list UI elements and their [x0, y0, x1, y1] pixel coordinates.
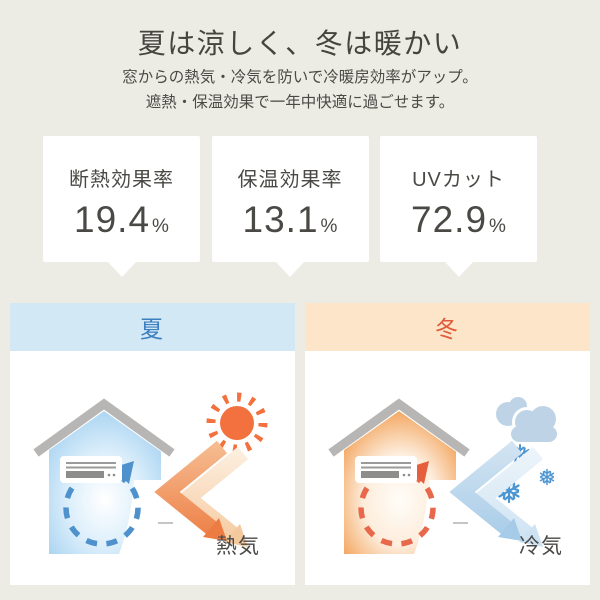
cold-label: 冷気 [519, 535, 563, 558]
ac-unit-icon [355, 456, 417, 483]
winter-illustration: 冷気 [305, 351, 590, 585]
stat-label: 保温効果率 [237, 169, 343, 191]
cold-bounce-arrow-icon [449, 440, 544, 547]
stat-unit: % [320, 216, 338, 237]
curtain [119, 480, 161, 554]
stat-label: 断熱効果率 [69, 169, 174, 191]
panel-summer: 夏 [10, 303, 295, 585]
page-title: 夏は涼しく、冬は暖かい [137, 28, 463, 59]
stat-value-row: 13.1% [243, 199, 338, 241]
panel-title-winter: 冬 [435, 316, 460, 342]
panel-header-summer: 夏 [10, 303, 295, 351]
heat-label: 熱気 [216, 535, 260, 558]
subtitle: 窓からの熱気・冷気を防いで冷暖房効率がアップ。 遮熱・保温効果で一年中快適に過ご… [0, 65, 600, 115]
panel-winter: 冬 [305, 303, 590, 585]
card-pointer [107, 262, 136, 277]
stat-value-row: 19.4% [74, 199, 169, 241]
stat-card-heat-retention: 保温効果率 13.1% [211, 136, 369, 277]
card-pointer [276, 262, 304, 277]
stat-value: 72.9 [411, 199, 488, 240]
stat-label: UVカット [412, 169, 505, 191]
stat-value: 19.4 [74, 199, 151, 240]
roof [328, 398, 470, 457]
stat-value: 13.1 [242, 199, 319, 240]
card-pointer [444, 262, 473, 277]
stat-unit: % [489, 216, 506, 237]
stat-card-insulation: 断熱効果率 19.4% [43, 136, 200, 277]
roof [33, 398, 175, 457]
stat-value-row: 72.9% [411, 199, 506, 241]
heat-bounce-arrow-icon [154, 440, 249, 547]
panel-title-summer: 夏 [140, 316, 165, 342]
subtitle-line-2: 遮熱・保温効果で一年中快適に過ごせます。 [145, 94, 455, 111]
panel-header-winter: 冬 [305, 303, 590, 351]
summer-scene [33, 392, 268, 554]
summer-illustration: 熱気 [10, 351, 295, 585]
cloud-icon [496, 397, 560, 445]
subtitle-line-1: 窓からの熱気・冷気を防いで冷暖房効率がアップ。 [122, 69, 478, 86]
stat-card-uv-cut: UVカット 72.9% [380, 136, 537, 277]
stat-cards: 断熱効果率 19.4% 保温効果率 13.1% UVカット 72.9% [43, 136, 537, 277]
winter-scene [328, 397, 560, 554]
sun-icon [206, 392, 268, 454]
stat-unit: % [152, 216, 169, 237]
curtain [414, 480, 456, 554]
ac-unit-icon [60, 456, 122, 483]
